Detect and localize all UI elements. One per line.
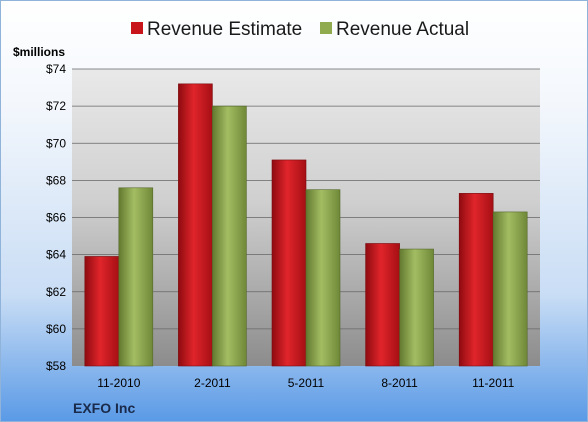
bar-actual xyxy=(492,211,528,367)
x-axis-ticks: 11-2010 2-2011 5-2011 8-2011 11-2011 xyxy=(97,376,514,390)
legend-label-estimate: Revenue Estimate xyxy=(147,19,302,40)
x-tick-label: 8-2011 xyxy=(381,376,418,390)
x-tick-label: 11-2011 xyxy=(472,376,515,390)
bars xyxy=(84,83,528,367)
y-tick-label: $64 xyxy=(46,248,66,262)
y-tick-label: $60 xyxy=(46,322,66,336)
x-tick-label: 2-2011 xyxy=(194,376,231,390)
bar-estimate xyxy=(178,83,213,367)
y-tick-label: $70 xyxy=(46,136,66,150)
y-tick-label: $66 xyxy=(46,211,66,225)
bar-actual xyxy=(305,189,341,367)
bar-actual xyxy=(118,187,154,367)
y-tick-label: $74 xyxy=(46,62,66,76)
bar-actual xyxy=(399,248,434,367)
bar-estimate xyxy=(458,193,494,367)
legend-swatch-estimate xyxy=(131,22,143,34)
company-name: EXFO Inc xyxy=(73,400,135,416)
y-tick-label: $72 xyxy=(46,99,66,113)
bar-estimate xyxy=(365,243,400,367)
y-axis-ticks: $58 $60 $62 $64 $66 $68 $70 $72 $74 xyxy=(46,62,66,373)
y-tick-label: $68 xyxy=(46,173,66,187)
bar-estimate xyxy=(271,159,307,367)
legend: Revenue Estimate Revenue Actual xyxy=(131,19,469,40)
bar-actual xyxy=(212,105,247,367)
y-tick-label: $58 xyxy=(46,359,66,373)
y-axis-unit-label: $millions xyxy=(13,45,65,59)
legend-swatch-actual xyxy=(320,22,332,34)
x-tick-label: 11-2010 xyxy=(97,376,140,390)
legend-label-actual: Revenue Actual xyxy=(336,19,469,40)
bar-estimate xyxy=(84,256,120,367)
y-tick-label: $62 xyxy=(46,285,66,299)
x-tick-label: 5-2011 xyxy=(288,376,325,390)
